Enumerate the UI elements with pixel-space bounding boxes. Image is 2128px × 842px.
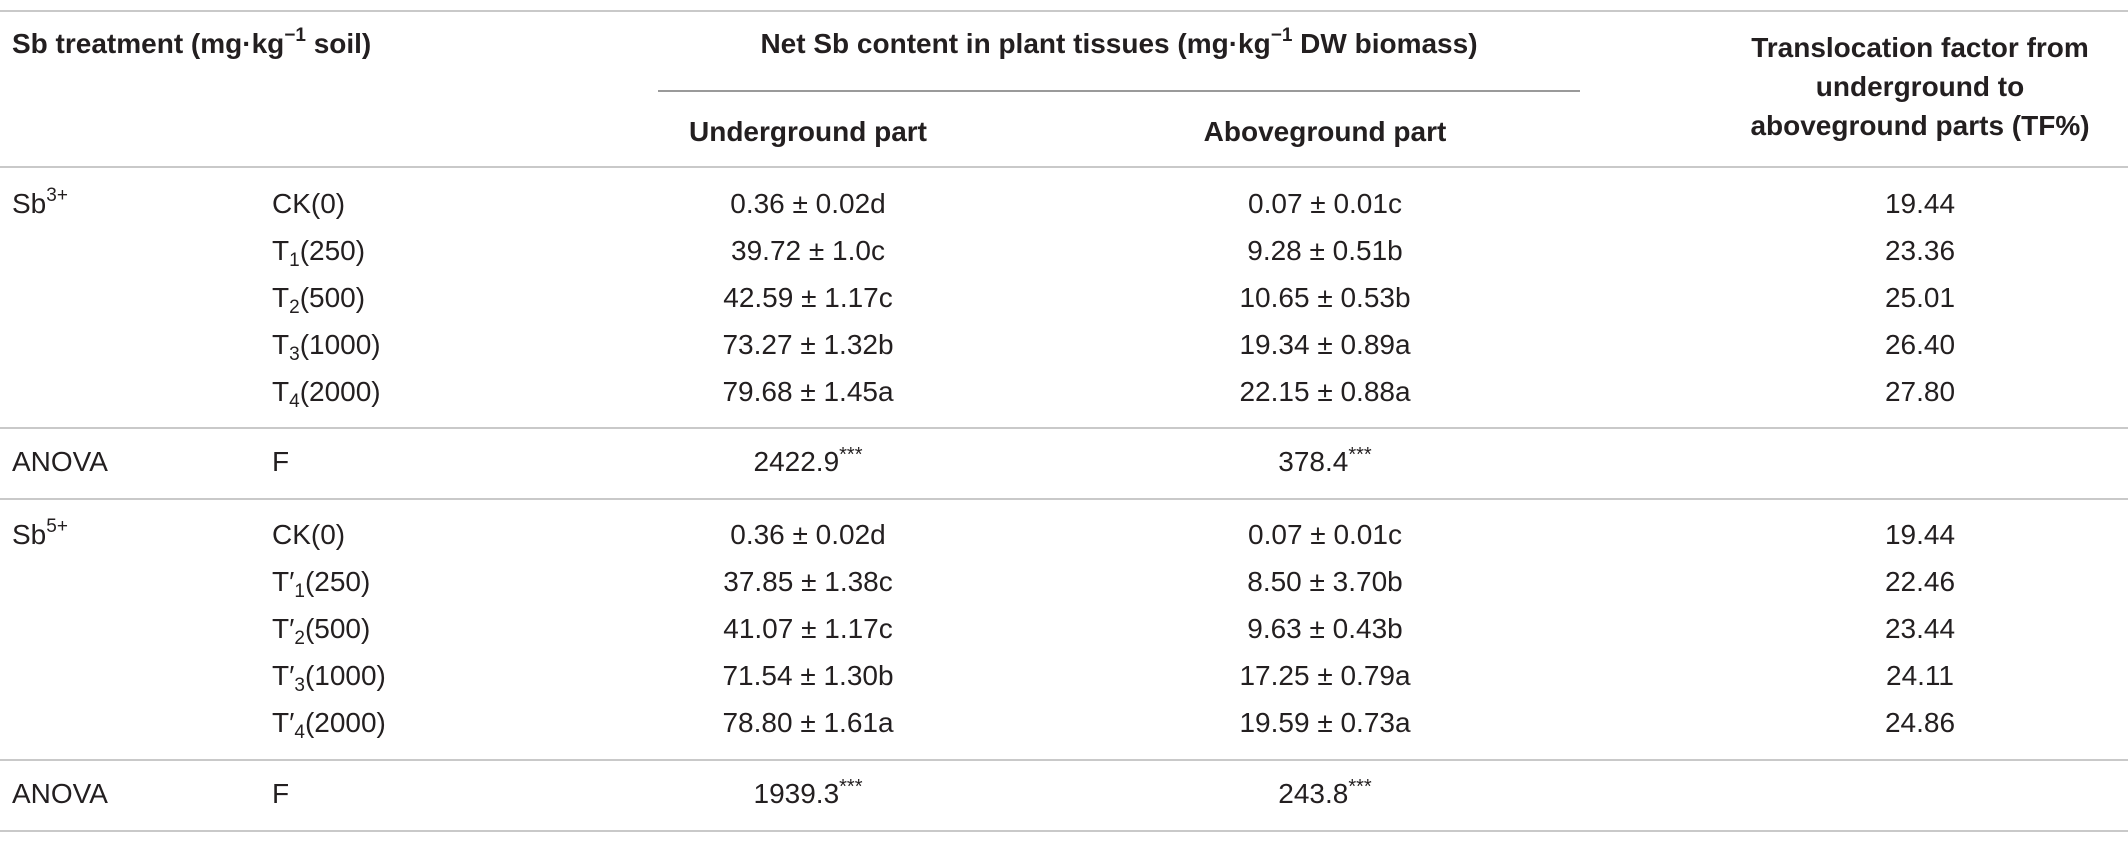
aboveground-value: 22.15 ± 0.88a	[1239, 376, 1411, 407]
underground-value: 39.72 ± 1.0c	[731, 235, 885, 266]
treatment-cell: T1(250)	[272, 235, 366, 271]
aboveground-value: 10.65 ± 0.53b	[1239, 282, 1411, 313]
treatment-cell: CK(0)	[272, 519, 346, 550]
underground-value: 0.36 ± 0.02d	[730, 519, 886, 550]
header-aboveground: Aboveground part	[1203, 116, 1447, 147]
underground-value: 73.27 ± 1.32b	[722, 329, 894, 360]
table-bottom-rule	[0, 830, 2128, 832]
header-span-rule	[658, 90, 1580, 92]
underground-value: 79.68 ± 1.45a	[722, 376, 894, 407]
anova-aboveground: 378.4***	[1278, 444, 1372, 477]
tf-value: 24.86	[1884, 707, 1956, 738]
header-underground: Underground part	[689, 116, 927, 147]
tf-value: 26.40	[1884, 329, 1956, 360]
species-label: Sb5+	[12, 516, 68, 550]
tf-value: 22.46	[1884, 566, 1956, 597]
species-label: Sb3+	[12, 185, 68, 219]
tf-value: 19.44	[1884, 519, 1956, 550]
group-rule	[0, 427, 2128, 429]
tf-value: 25.01	[1884, 282, 1956, 313]
aboveground-value: 19.34 ± 0.89a	[1239, 329, 1411, 360]
underground-value: 37.85 ± 1.38c	[723, 566, 893, 597]
anova-label: ANOVA	[12, 778, 108, 809]
anova-label: ANOVA	[12, 446, 108, 477]
tf-value: 23.44	[1884, 613, 1956, 644]
underground-value: 41.07 ± 1.17c	[723, 613, 893, 644]
treatment-cell: T3(1000)	[272, 329, 381, 365]
anova-underground: 1939.3***	[753, 776, 863, 809]
aboveground-value: 9.63 ± 0.43b	[1247, 613, 1403, 644]
underground-value: 78.80 ± 1.61a	[722, 707, 894, 738]
treatment-cell: T′2(500)	[272, 613, 371, 649]
underground-value: 0.36 ± 0.02d	[730, 188, 886, 219]
treatment-cell: T′3(1000)	[272, 660, 386, 696]
underground-value: 71.54 ± 1.30b	[722, 660, 894, 691]
treatment-cell: T2(500)	[272, 282, 366, 318]
anova-statistic: F	[272, 778, 290, 809]
tf-value: 27.80	[1884, 376, 1956, 407]
treatment-cell: T′1(250)	[272, 566, 371, 602]
anova-statistic: F	[272, 446, 290, 477]
anova-underground: 2422.9***	[753, 444, 863, 477]
aboveground-value: 17.25 ± 0.79a	[1239, 660, 1411, 691]
tf-value: 24.11	[1886, 660, 1954, 691]
header-bottom-rule	[0, 166, 2128, 168]
treatment-cell: CK(0)	[272, 188, 346, 219]
group-rule	[0, 759, 2128, 761]
header-treatment: Sb treatment (mg·kg−1 soil)	[12, 25, 372, 59]
header-translocation-factor: Translocation factor from underground to a…	[1750, 32, 2090, 141]
tf-value: 23.36	[1884, 235, 1956, 266]
underground-value: 42.59 ± 1.17c	[723, 282, 893, 313]
anova-aboveground: 243.8***	[1278, 776, 1372, 809]
table-top-rule	[0, 10, 2128, 12]
aboveground-value: 8.50 ± 3.70b	[1247, 566, 1403, 597]
aboveground-value: 0.07 ± 0.01c	[1248, 188, 1402, 219]
treatment-cell: T′4(2000)	[272, 707, 386, 743]
aboveground-value: 19.59 ± 0.73a	[1239, 707, 1411, 738]
group-rule	[0, 498, 2128, 500]
header-net-sb-content: Net Sb content in plant tissues (mg·kg−1…	[760, 25, 1478, 59]
aboveground-value: 0.07 ± 0.01c	[1248, 519, 1402, 550]
treatment-cell: T4(2000)	[272, 376, 381, 412]
tf-value: 19.44	[1884, 188, 1956, 219]
aboveground-value: 9.28 ± 0.51b	[1247, 235, 1403, 266]
